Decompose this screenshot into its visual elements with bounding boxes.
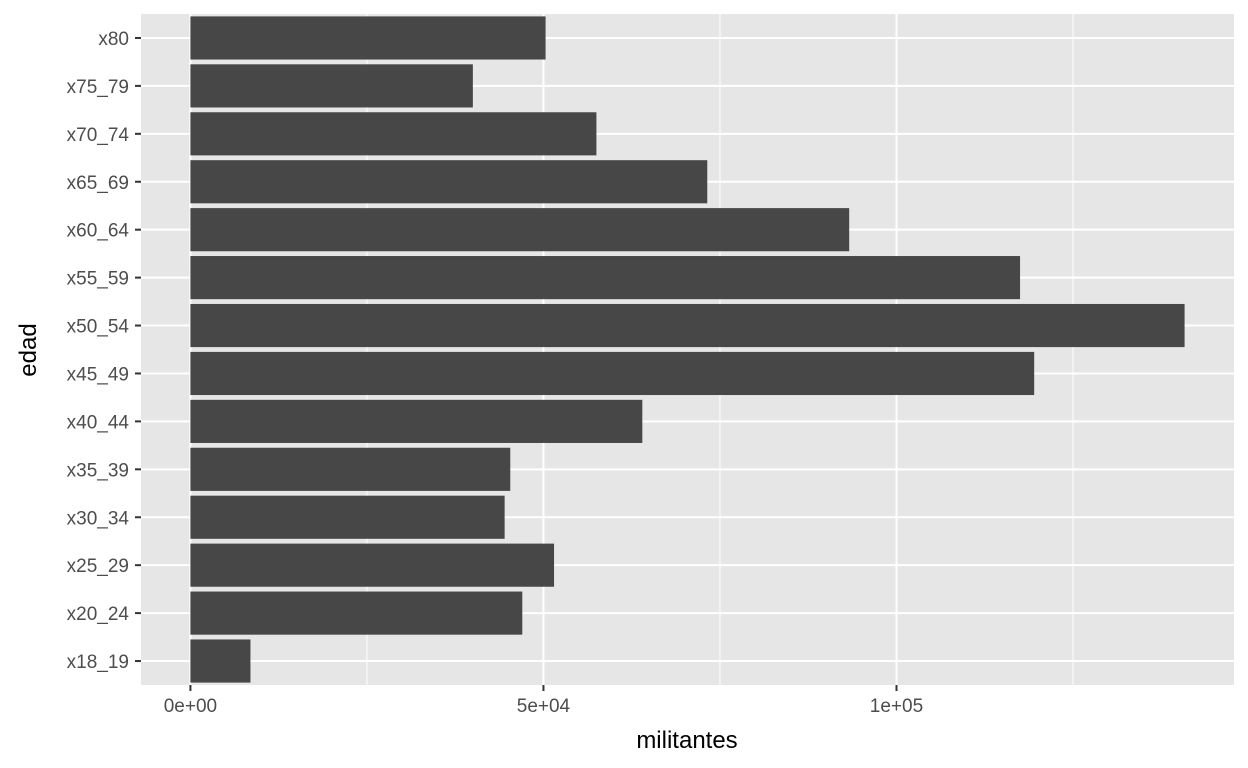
y-tick-label-x55_59: x55_59 — [67, 269, 129, 290]
y-tick-label-x70_74: x70_74 — [67, 125, 130, 146]
x-tick-label-1: 5e+04 — [517, 696, 571, 717]
y-axis: x18_19 x20_24 x25_29 x30_34 x35_39 x40_44 x45_… — [67, 29, 141, 673]
bar-x35_39 — [190, 447, 511, 491]
bar-x40_44 — [190, 399, 643, 443]
y-tick-label-x45_49: x45_49 — [67, 364, 129, 385]
bar-x50_54 — [190, 303, 1185, 348]
y-axis-title: edad — [15, 323, 42, 376]
y-tick-label-x30_34: x30_34 — [67, 508, 130, 529]
bar-x65_69 — [190, 160, 708, 204]
x-axis: 0e+00 5e+04 1e+05 — [164, 685, 923, 717]
bar-x30_34 — [190, 495, 505, 539]
y-tick-label-x50_54: x50_54 — [67, 317, 130, 338]
y-tick-label-x60_64: x60_64 — [67, 221, 130, 242]
y-tick-label-x80: x80 — [98, 29, 129, 50]
bar-x18_19 — [190, 639, 251, 683]
x-tick-label-2: 1e+05 — [870, 696, 923, 717]
bar-x55_59 — [190, 256, 1021, 300]
bar-x25_29 — [190, 543, 555, 587]
y-tick-label-x75_79: x75_79 — [67, 77, 129, 98]
y-tick-label-x65_69: x65_69 — [67, 173, 129, 194]
x-axis-title: militantes — [636, 727, 737, 754]
bar-x45_49 — [190, 351, 1035, 396]
y-tick-label-x18_19: x18_19 — [67, 652, 129, 673]
y-tick-label-x20_24: x20_24 — [67, 604, 130, 625]
bar-x80 — [190, 16, 546, 60]
bar-x70_74 — [190, 112, 597, 156]
bars — [190, 16, 1185, 683]
x-tick-label-0: 0e+00 — [164, 696, 217, 717]
y-tick-label-x25_29: x25_29 — [67, 556, 129, 577]
y-tick-label-x40_44: x40_44 — [67, 412, 130, 433]
bar-x75_79 — [190, 64, 473, 108]
bar-x60_64 — [190, 208, 850, 252]
y-tick-label-x35_39: x35_39 — [67, 460, 129, 481]
bar-x20_24 — [190, 591, 523, 635]
